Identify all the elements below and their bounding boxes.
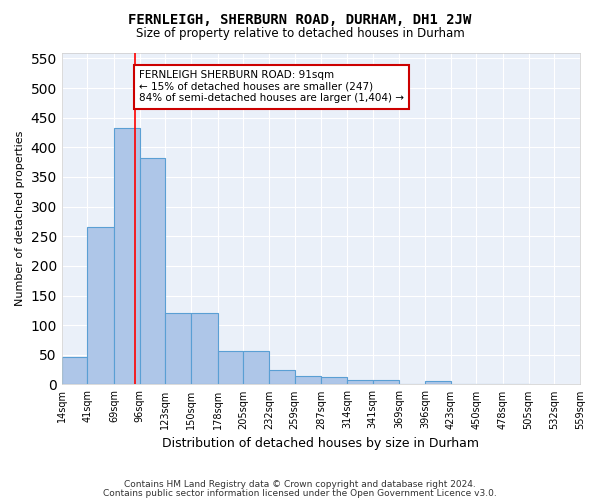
Bar <box>425 382 451 384</box>
Bar <box>114 128 140 384</box>
Bar <box>140 158 166 384</box>
Text: Size of property relative to detached houses in Durham: Size of property relative to detached ho… <box>136 28 464 40</box>
Bar <box>269 370 295 384</box>
Bar <box>88 228 114 384</box>
Bar <box>244 350 269 384</box>
Text: Contains HM Land Registry data © Crown copyright and database right 2024.: Contains HM Land Registry data © Crown c… <box>124 480 476 489</box>
Bar <box>191 314 218 384</box>
Y-axis label: Number of detached properties: Number of detached properties <box>15 131 25 306</box>
Text: Contains public sector information licensed under the Open Government Licence v3: Contains public sector information licen… <box>103 488 497 498</box>
Bar <box>166 314 191 384</box>
Bar <box>347 380 373 384</box>
Bar <box>373 380 400 384</box>
Bar <box>322 378 347 384</box>
Bar <box>62 356 88 384</box>
Text: FERNLEIGH, SHERBURN ROAD, DURHAM, DH1 2JW: FERNLEIGH, SHERBURN ROAD, DURHAM, DH1 2J… <box>128 12 472 26</box>
Bar <box>295 376 322 384</box>
Bar <box>218 350 244 384</box>
Text: FERNLEIGH SHERBURN ROAD: 91sqm
← 15% of detached houses are smaller (247)
84% of: FERNLEIGH SHERBURN ROAD: 91sqm ← 15% of … <box>139 70 404 104</box>
X-axis label: Distribution of detached houses by size in Durham: Distribution of detached houses by size … <box>163 437 479 450</box>
